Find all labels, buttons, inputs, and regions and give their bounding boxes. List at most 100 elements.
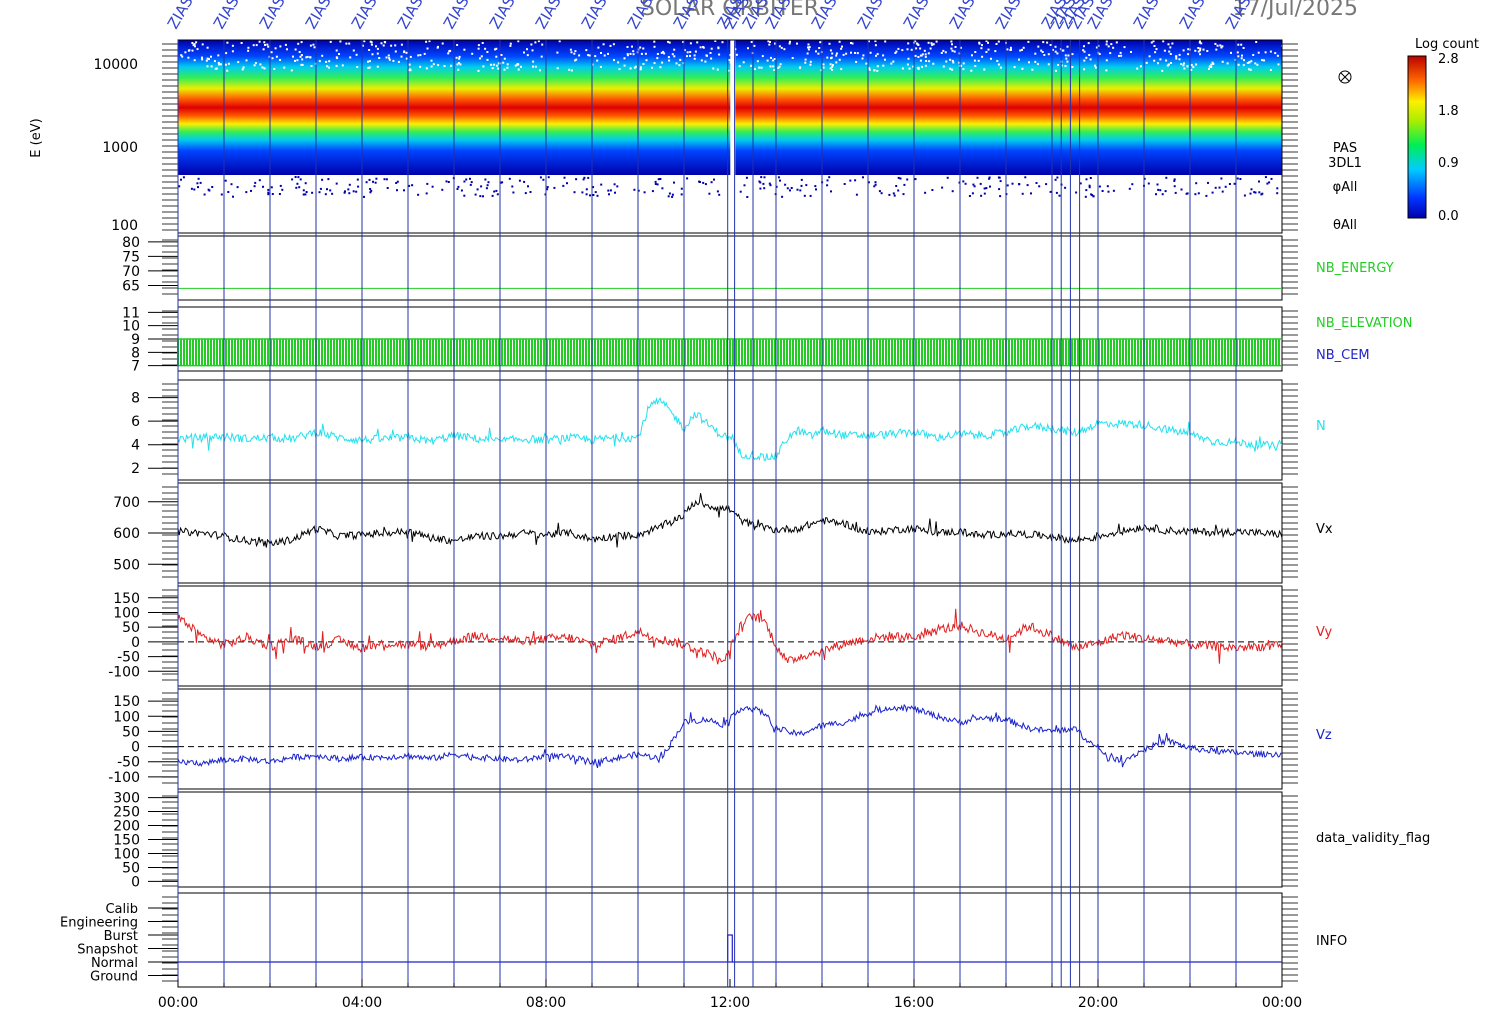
spectrogram-speckle-dot — [894, 52, 897, 54]
spectrogram-speckle-dot — [296, 182, 299, 185]
spectrogram-speckle-dot — [302, 193, 305, 196]
panel-ytick-label: 100 — [113, 846, 140, 862]
spectrogram-speckle-dot — [1183, 62, 1185, 65]
spectrogram-speckle-dot — [1183, 67, 1186, 70]
spectrogram-speckle-dot — [432, 63, 435, 66]
spectrogram-speckle-dot — [339, 40, 342, 43]
spectrogram-speckle-dot — [656, 53, 659, 55]
spectrogram-speckle-dot — [694, 50, 697, 53]
colorbar-title: Log count — [1415, 37, 1479, 52]
spectrogram-speckle-dot — [704, 60, 707, 63]
spectrogram-speckle-dot — [1089, 58, 1092, 61]
spectrogram-speckle-dot — [916, 43, 919, 46]
spectrogram-speckle-dot — [770, 56, 772, 59]
spectrogram-speckle-dot — [1087, 42, 1090, 45]
spectrogram-speckle-dot — [457, 185, 460, 188]
spectrogram-speckle-dot — [296, 59, 299, 62]
spectrogram-speckle-dot — [367, 60, 369, 63]
spectrogram-speckle-dot — [1107, 45, 1110, 48]
spectrogram-speckle-dot — [1079, 182, 1082, 185]
spectrogram-speckle-dot — [187, 56, 190, 59]
spectrogram-speckle-dot — [531, 49, 534, 52]
spectrogram-speckle-dot — [876, 53, 879, 56]
spectrogram-speckle-dot — [906, 178, 909, 181]
spectrogram-speckle-dot — [1115, 41, 1118, 44]
spectrogram-speckle-dot — [953, 50, 956, 53]
spectrogram-speckle-dot — [484, 47, 487, 50]
spectrogram-speckle-dot — [335, 182, 338, 185]
spectrogram-speckle-dot — [708, 192, 711, 195]
spectrogram-speckle-dot — [819, 41, 822, 44]
spectrogram-speckle-dot — [623, 64, 626, 67]
spectrogram-speckle-dot — [592, 186, 595, 189]
spectrogram-speckle-dot — [1263, 59, 1265, 62]
spectrogram-speckle-dot — [274, 47, 277, 50]
panel-ytick-label: 8 — [131, 345, 140, 361]
spectrogram-speckle-dot — [532, 65, 534, 68]
spectrogram-speckle-dot — [1264, 176, 1267, 179]
spectrogram-speckle-dot — [306, 55, 309, 58]
spectrogram-speckle-dot — [585, 193, 588, 196]
spectrogram-speckle-dot — [1085, 56, 1088, 59]
spectrogram-speckle-dot — [372, 180, 374, 183]
colorbar-tick-label: 2.8 — [1438, 52, 1459, 67]
spectrogram-speckle-dot — [279, 45, 282, 48]
spectrogram-speckle-dot — [527, 185, 529, 188]
spectrogram-speckle-dot — [981, 55, 984, 58]
spectrogram-speckle-dot — [822, 66, 825, 69]
spectrogram-speckle-dot — [508, 177, 511, 180]
spectrogram-speckle-dot — [640, 52, 643, 55]
spectrogram-speckle-dot — [945, 60, 948, 63]
spectrogram-speckle-dot — [356, 66, 359, 68]
spectrogram-speckle-dot — [1037, 45, 1040, 48]
spectrogram-speckle-dot — [1143, 177, 1146, 180]
spectrogram-speckle-dot — [1110, 43, 1113, 46]
spectrogram-speckle-dot — [1192, 66, 1195, 69]
spectrogram-speckle-dot — [941, 186, 944, 189]
spectrogram-speckle-dot — [1064, 186, 1067, 189]
spectrogram-speckle-dot — [201, 56, 203, 59]
spectrogram-speckle-dot — [1094, 66, 1097, 69]
spectrogram-speckle-dot — [700, 59, 703, 62]
spectrogram-speckle-dot — [979, 182, 982, 185]
spectrogram-speckle-dot — [831, 68, 834, 71]
spectrogram-speckle-dot — [1047, 53, 1050, 56]
spectrogram-speckle-dot — [1042, 41, 1045, 44]
spectrogram-speckle-dot — [1268, 181, 1271, 184]
panel-frame — [177, 235, 1283, 301]
spectrogram-speckle-dot — [530, 43, 533, 46]
spectrogram-speckle-dot — [760, 176, 763, 179]
spectrogram-speckle-dot — [542, 178, 545, 181]
spectrogram-speckle-dot — [949, 58, 952, 61]
spectrogram-speckle-dot — [547, 176, 550, 179]
spectrogram-speckle-dot — [206, 65, 209, 68]
spectrogram-speckle-dot — [237, 61, 240, 64]
spectrogram-speckle-dot — [952, 61, 955, 64]
spectrogram-speckle-dot — [502, 61, 505, 64]
spectrogram-speckle-dot — [972, 183, 975, 186]
spectrogram-speckle-dot — [989, 185, 991, 188]
spectrogram-speckle-dot — [479, 57, 482, 60]
spectrogram-speckle-dot — [721, 41, 724, 44]
spectrogram-speckle-dot — [1159, 189, 1162, 192]
spectrogram-speckle-dot — [497, 67, 500, 70]
spectrogram-speckle-dot — [312, 43, 315, 46]
spectrogram-speckle-dot — [1173, 179, 1176, 182]
spectrogram-speckle-dot — [1216, 44, 1219, 47]
spectrogram-speckle-dot — [1266, 182, 1269, 185]
spectrogram-label-theta: θAll — [1333, 218, 1357, 233]
spectrogram-speckle-dot — [980, 47, 983, 50]
spectrogram-speckle-dot — [980, 194, 983, 197]
spectrogram-speckle-dot — [388, 58, 391, 61]
spectrogram-speckle-dot — [1021, 192, 1024, 195]
spectrogram-speckle-dot — [503, 57, 506, 60]
spectrogram-speckle-dot — [1249, 192, 1252, 195]
spectrogram-speckle-dot — [1237, 55, 1240, 58]
spectrogram-speckle-dot — [831, 52, 834, 55]
spectrogram-speckle-dot — [951, 49, 954, 52]
spectrogram-speckle-dot — [327, 178, 330, 181]
spectrogram-speckle-dot — [486, 184, 489, 187]
spectrogram-speckle-dot — [1170, 62, 1172, 64]
spectrogram-speckle-dot — [441, 42, 444, 45]
